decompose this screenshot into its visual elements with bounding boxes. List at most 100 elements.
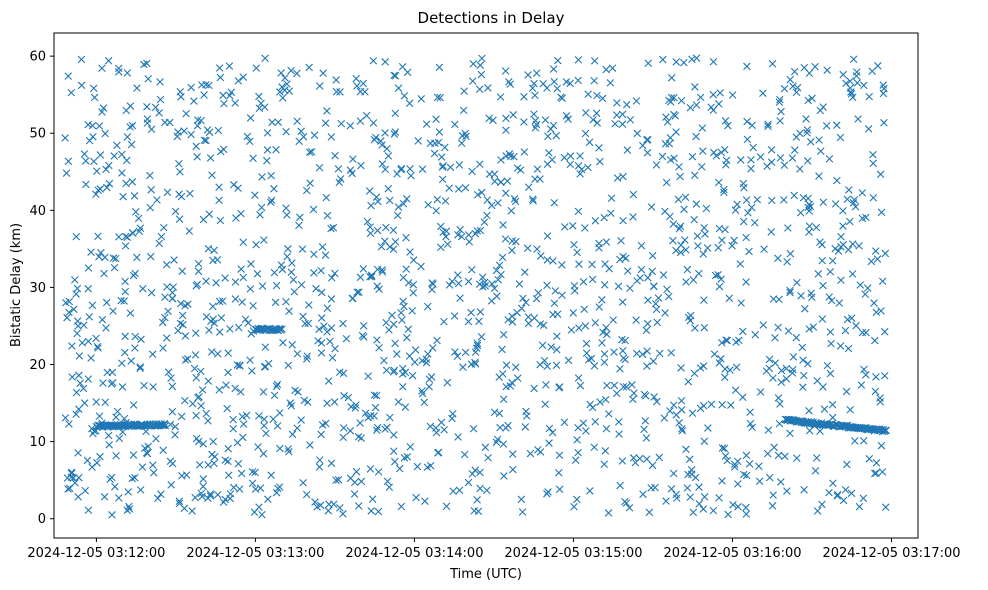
data-point [857, 381, 866, 389]
data-point [356, 117, 365, 125]
data-point [490, 408, 499, 417]
data-point [608, 64, 617, 72]
data-point [623, 267, 632, 275]
data-point [619, 216, 627, 225]
data-point [294, 388, 302, 396]
data-point [315, 163, 324, 172]
data-point [326, 337, 334, 346]
data-point [476, 226, 485, 235]
data-point [859, 494, 868, 503]
data-point [872, 469, 880, 477]
data-point [350, 490, 359, 498]
data-point [382, 366, 391, 375]
data-point [502, 126, 510, 135]
data-point [468, 77, 477, 85]
data-point [474, 507, 483, 516]
data-point [334, 165, 343, 173]
data-point [324, 377, 333, 385]
data-point [688, 152, 697, 161]
data-point [332, 76, 340, 84]
data-point [378, 160, 387, 168]
data-point [231, 295, 240, 303]
data-point [672, 128, 680, 136]
data-point [720, 373, 729, 382]
data-point [478, 273, 487, 282]
data-point [237, 469, 246, 478]
data-point [818, 315, 827, 323]
data-point [574, 448, 582, 457]
data-point [815, 136, 823, 144]
data-point [304, 398, 312, 406]
data-point [473, 496, 481, 504]
data-point [323, 328, 331, 336]
data-point [318, 243, 327, 251]
data-point [461, 183, 470, 192]
data-point [520, 92, 528, 101]
data-point [723, 456, 732, 465]
data-point [553, 332, 561, 341]
x-axis: 2024-12-05 03:12:00 2024-12-05 03:13:00 20… [27, 538, 961, 561]
data-point [865, 92, 873, 101]
data-point [196, 367, 205, 376]
data-point [179, 320, 187, 329]
data-point [422, 358, 431, 367]
data-point [72, 388, 81, 397]
data-point [90, 157, 98, 166]
data-point [644, 273, 652, 282]
data-point [439, 162, 447, 170]
data-point [92, 398, 101, 406]
data-point [469, 424, 478, 433]
data-point [863, 284, 872, 292]
data-point [148, 461, 157, 469]
data-point [102, 324, 110, 332]
data-point [135, 227, 144, 236]
data-point [121, 348, 129, 357]
data-point [306, 179, 314, 188]
data-point [288, 341, 296, 349]
data-point [109, 307, 117, 315]
data-point [660, 414, 669, 422]
data-point [786, 286, 794, 295]
data-point [443, 378, 452, 387]
data-point [161, 421, 170, 430]
data-point [204, 494, 212, 502]
data-point [618, 298, 627, 306]
data-point [389, 368, 398, 376]
data-point [384, 152, 393, 160]
data-point [825, 293, 834, 301]
data-point [429, 280, 437, 288]
data-point [599, 328, 607, 337]
data-point [728, 241, 736, 250]
data-point [171, 422, 180, 431]
data-point [545, 439, 553, 447]
data-point [249, 301, 257, 310]
data-point [534, 446, 542, 454]
data-point [170, 256, 178, 264]
data-point [297, 416, 305, 424]
data-point [278, 325, 286, 333]
data-point [703, 244, 712, 252]
data-point [381, 129, 389, 137]
data-point [669, 236, 677, 245]
data-point [801, 304, 809, 313]
data-point [219, 91, 227, 100]
data-point [494, 275, 502, 284]
data-point [782, 364, 791, 373]
data-point [755, 462, 763, 470]
data-point [178, 267, 187, 275]
data-point [843, 315, 852, 324]
data-point [508, 246, 516, 255]
data-point [661, 207, 669, 216]
data-point [317, 288, 326, 297]
data-point [573, 495, 581, 504]
data-point [445, 281, 454, 289]
data-point [642, 434, 651, 442]
data-point [789, 82, 797, 91]
data-point [805, 228, 813, 236]
data-point [293, 117, 301, 126]
data-point [503, 177, 512, 185]
data-point [477, 188, 486, 197]
data-point [159, 223, 168, 232]
data-point [64, 157, 73, 166]
data-point [123, 233, 132, 242]
